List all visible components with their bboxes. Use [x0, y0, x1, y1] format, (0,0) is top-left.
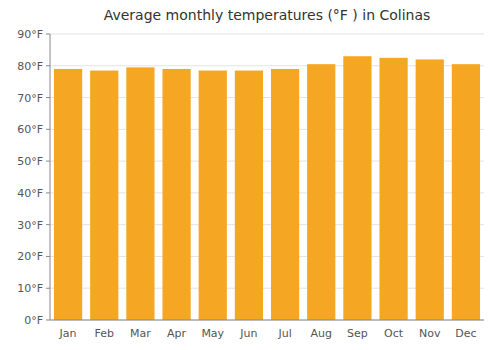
category-label: Feb [95, 327, 114, 340]
bar [416, 59, 444, 320]
bar [271, 69, 299, 320]
title: Average monthly temperatures (°F ) in Co… [104, 7, 431, 23]
tick [46, 129, 50, 130]
grid-line [50, 34, 484, 35]
tick-label: 0°F [24, 314, 43, 327]
tick-label: 70°F [17, 92, 43, 105]
tick-label: 80°F [17, 60, 43, 73]
x-axis: Jan Feb Mar Apr May Jun Jul Aug Sep Oct Nov Dec [50, 34, 484, 340]
category-label: May [201, 327, 224, 340]
category-label: Jun [239, 327, 257, 340]
bars [54, 56, 480, 320]
tick [46, 161, 50, 162]
tick [46, 34, 50, 35]
bar [235, 71, 263, 320]
category-label: Apr [167, 327, 187, 340]
category-label: Mar [130, 327, 151, 340]
bar [452, 64, 480, 320]
tick-label: 30°F [17, 219, 43, 232]
category-label: Jul [277, 327, 291, 340]
tick [46, 256, 50, 257]
tick-label: 50°F [17, 155, 43, 168]
tick [46, 288, 50, 289]
category-label: Jan [59, 327, 77, 340]
tick [46, 97, 50, 98]
bar [54, 69, 82, 320]
tick [46, 320, 50, 321]
category-label: Nov [419, 327, 441, 340]
tick-label: 60°F [17, 123, 43, 136]
bar [343, 56, 371, 320]
category-label: Sep [347, 327, 368, 340]
axis-line [50, 34, 51, 320]
axis-line [50, 320, 484, 321]
bar [162, 69, 190, 320]
bar [126, 67, 154, 320]
grid-line [50, 320, 484, 321]
category-label: Oct [384, 327, 404, 340]
tick-label: 10°F [17, 282, 43, 295]
chart: Average monthly temperatures (°F ) in Co… [0, 0, 500, 350]
category-label: Aug [311, 327, 332, 340]
tick [46, 192, 50, 193]
bar [90, 71, 118, 320]
tick [46, 224, 50, 225]
tick-label: 90°F [17, 28, 43, 41]
tick-label: 40°F [17, 187, 43, 200]
tick-label: 20°F [17, 250, 43, 263]
bar [379, 58, 407, 320]
category-label: Dec [455, 327, 476, 340]
bar [199, 71, 227, 320]
bar [307, 64, 335, 320]
y-axis: 0°F 10°F 20°F 30°F 40°F 50°F 60°F 70°F 80°F 90°F [17, 28, 484, 327]
tick [46, 65, 50, 66]
